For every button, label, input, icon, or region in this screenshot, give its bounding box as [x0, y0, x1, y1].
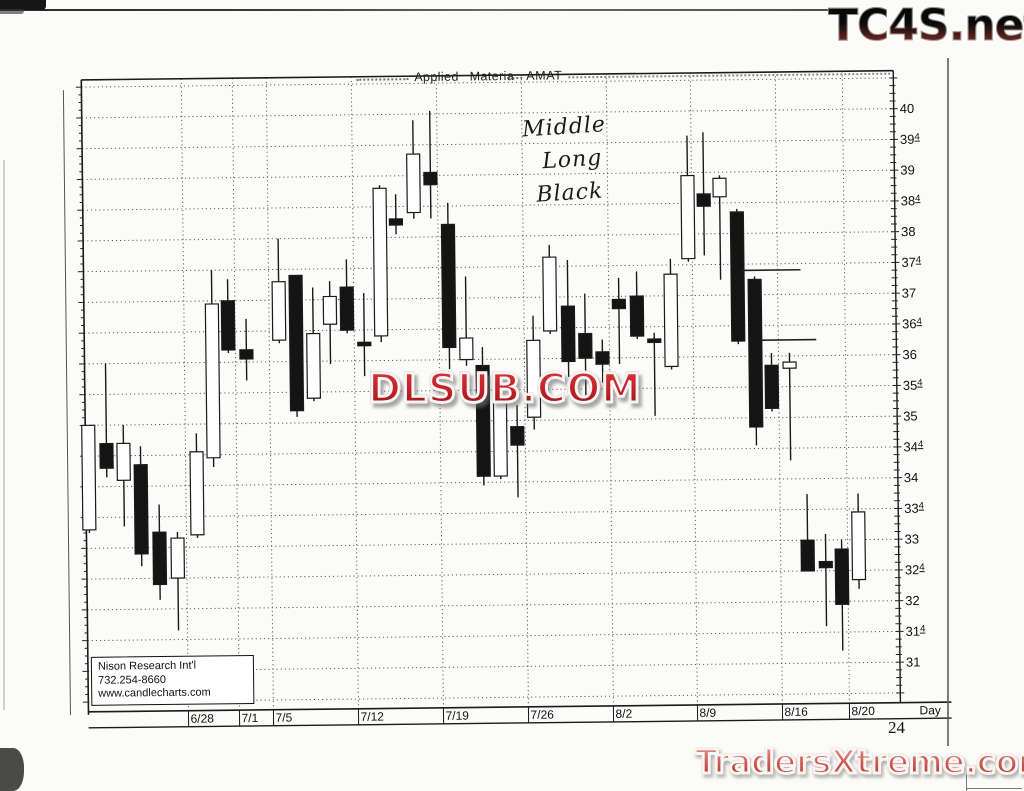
svg-text:354: 354	[903, 378, 923, 393]
svg-text:7/1: 7/1	[241, 711, 258, 725]
svg-text:34: 34	[904, 470, 919, 485]
svg-text:39: 39	[900, 162, 915, 177]
svg-text:38: 38	[901, 224, 916, 239]
chart-ticker: AMAT	[526, 68, 563, 83]
svg-text:7/12: 7/12	[360, 710, 384, 724]
svg-text:8/16: 8/16	[784, 705, 808, 719]
svg-text:37: 37	[902, 285, 917, 300]
dotted-leader	[508, 76, 523, 80]
chart-frame	[62, 69, 952, 729]
scan-artifact-corner-mark	[0, 9, 24, 14]
y-axis-labels: 40 394 39 384 38 374 37 364 36 354 35 344 34 334 33 324…	[900, 101, 926, 670]
info-box: Nison Research Int'l 732.254-8660 www.ca…	[90, 654, 255, 706]
svg-text:33: 33	[904, 531, 919, 546]
svg-text:31: 31	[906, 654, 921, 669]
candlestick-chart: 40 394 39 384 38 374 37 364 36 354 35 344 34 334 33 324…	[62, 69, 952, 729]
svg-text:394: 394	[900, 132, 920, 147]
watermark-tradersxtreme: TradersXtreme.com	[694, 741, 1024, 783]
svg-text:8/2: 8/2	[615, 707, 632, 721]
svg-text:8/20: 8/20	[851, 704, 875, 718]
svg-text:324: 324	[905, 562, 925, 577]
watermark-tc4s: TC4S.net	[828, 0, 1024, 52]
page-number: 24	[888, 718, 905, 737]
svg-text:36: 36	[902, 347, 917, 362]
info-box-line: www.candlecharts.com	[98, 686, 211, 700]
svg-text:384: 384	[901, 193, 921, 208]
svg-text:35: 35	[903, 408, 918, 423]
svg-text:344: 344	[903, 439, 923, 454]
svg-text:7/19: 7/19	[445, 709, 469, 723]
svg-text:8/9: 8/9	[699, 706, 716, 720]
svg-text:7/5: 7/5	[275, 711, 292, 725]
dotted-leader	[356, 78, 409, 81]
page-right-border	[947, 58, 949, 746]
svg-text:32: 32	[905, 593, 920, 608]
scan-artifact-corner-mark	[0, 0, 46, 10]
svg-text:6/28: 6/28	[190, 711, 214, 725]
page-corner-mark	[966, 788, 1022, 789]
svg-text:314: 314	[906, 624, 926, 639]
scanned-chart-page: 40 394 39 384 38 374 37 364 36 354 35 344 34 334 33 324…	[56, 50, 974, 760]
svg-text:364: 364	[902, 316, 922, 331]
dotted-leader	[568, 72, 891, 79]
svg-text:374: 374	[901, 255, 921, 270]
handwritten-annotation: Middle Long Black	[509, 104, 675, 213]
scan-artifact-smudge	[0, 748, 24, 791]
watermark-dlsub: DLSUB.COM	[366, 365, 642, 414]
annotation-lines	[741, 268, 817, 342]
scan-artifact-top-line	[0, 9, 832, 11]
x-axis-labels: 6/28 7/1 7/5 7/12 7/19 7/26 8/2 8/9 8/16 8/20 Day	[187, 703, 941, 727]
svg-text:40: 40	[900, 101, 915, 116]
day-axis-label: Day	[919, 703, 941, 717]
page-left-edge-shadow	[3, 160, 5, 710]
page-corner-mark	[966, 769, 967, 791]
svg-text:334: 334	[904, 501, 924, 516]
svg-text:7/26: 7/26	[530, 708, 554, 722]
chart-title: Applied Materia	[414, 68, 515, 85]
candles	[81, 110, 867, 651]
